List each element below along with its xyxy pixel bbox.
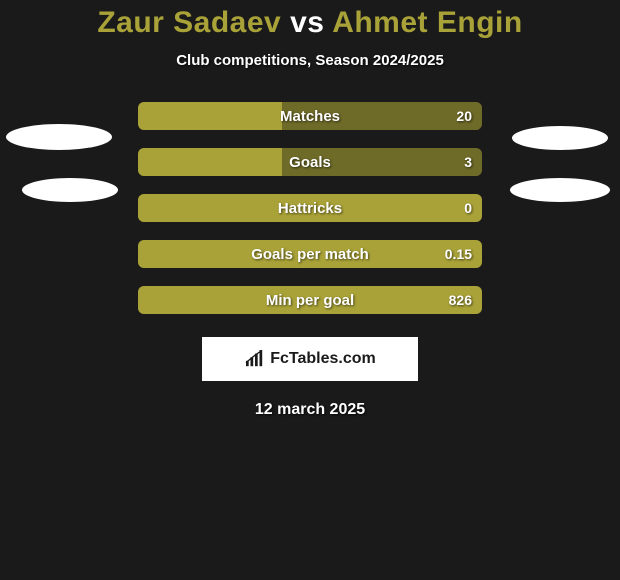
vs-separator: vs	[290, 6, 324, 39]
stats-area: Matches 20 Goals 3 Hattricks 0 Goals per match…	[0, 93, 620, 323]
snapshot-date: 12 march 2025	[255, 401, 365, 419]
stat-label: Matches	[280, 108, 340, 125]
bar-chart-icon	[244, 350, 266, 368]
comparison-title: Zaur Sadaev vs Ahmet Engin	[97, 6, 522, 40]
stat-row: Min per goal 826	[0, 277, 620, 323]
player2-name: Ahmet Engin	[332, 6, 523, 39]
brand-text: FcTables.com	[270, 350, 376, 368]
stat-bar: Matches 20	[138, 102, 482, 130]
stat-row: Goals per match 0.15	[0, 231, 620, 277]
subtitle: Club competitions, Season 2024/2025	[176, 52, 444, 69]
player1-name: Zaur Sadaev	[97, 6, 281, 39]
stat-value-right: 0.15	[445, 246, 472, 262]
stat-value-right: 0	[464, 200, 472, 216]
brand-box[interactable]: FcTables.com	[202, 337, 418, 381]
stat-value-right: 20	[456, 108, 472, 124]
stat-label: Goals per match	[251, 246, 369, 263]
stat-row: Matches 20	[0, 93, 620, 139]
stat-label: Min per goal	[266, 292, 354, 309]
stat-value-right: 3	[464, 154, 472, 170]
stat-label: Hattricks	[278, 200, 342, 217]
stat-bar: Goals 3	[138, 148, 482, 176]
stat-bar: Hattricks 0	[138, 194, 482, 222]
stat-label: Goals	[289, 154, 331, 171]
stat-bar-left	[138, 102, 282, 130]
stat-row: Hattricks 0	[0, 185, 620, 231]
stat-row: Goals 3	[0, 139, 620, 185]
stat-value-right: 826	[449, 292, 472, 308]
stat-bar: Goals per match 0.15	[138, 240, 482, 268]
stat-bar-left	[138, 148, 282, 176]
stat-bar: Min per goal 826	[138, 286, 482, 314]
